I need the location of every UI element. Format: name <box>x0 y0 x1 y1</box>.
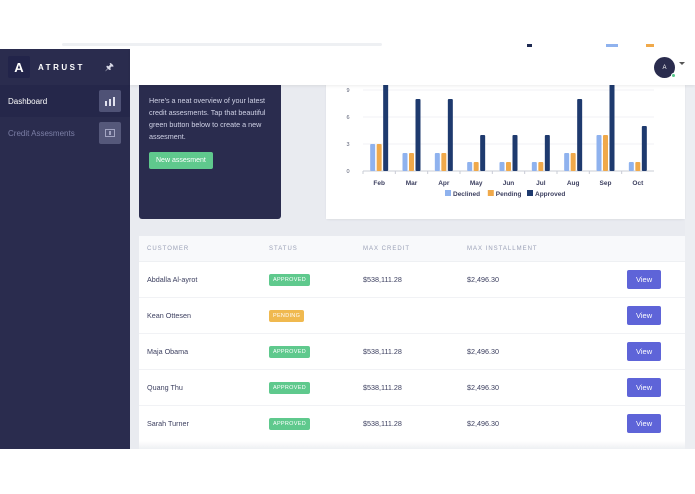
view-button[interactable]: View <box>627 306 662 325</box>
col-header-max-installment: MAX INSTALLMENT <box>467 245 538 252</box>
avatar[interactable]: A <box>654 57 675 78</box>
max-installment: $2,496.30 <box>467 347 499 356</box>
ghost-mark <box>527 44 532 47</box>
svg-text:Approved: Approved <box>535 191 565 198</box>
scrollbar[interactable] <box>685 85 695 449</box>
sidebar-item-dashboard[interactable]: Dashboard <box>0 85 130 117</box>
sidebar: A ATRUST 🖈︎ Dashboard Credit Assesments <box>0 49 130 449</box>
chevron-down-icon[interactable] <box>679 62 685 65</box>
brand-name: ATRUST <box>38 62 85 72</box>
brand[interactable]: A ATRUST 🖈︎ <box>0 49 130 85</box>
svg-text:Mar: Mar <box>406 180 418 187</box>
bar-chart-icon <box>99 90 121 112</box>
table-row: Quang Thu APPROVED $538,111.28 $2,496.30… <box>139 370 685 406</box>
customer-name: Abdalla Al-ayrot <box>147 275 198 284</box>
customer-name: Quang Thu <box>147 383 183 392</box>
new-assesment-button[interactable]: New assesment <box>149 152 213 169</box>
svg-text:3: 3 <box>346 142 349 148</box>
svg-text:Aug: Aug <box>567 180 580 187</box>
max-credit: $538,111.28 <box>363 275 402 284</box>
table-row: Abdalla Al-ayrot APPROVED $538,111.28 $2… <box>139 262 685 298</box>
app: A ATRUST 🖈︎ Dashboard Credit Assesments … <box>0 49 695 449</box>
sidebar-item-label: Dashboard <box>8 96 48 106</box>
customer-name: Maja Obama <box>147 347 189 356</box>
max-credit: $538,111.28 <box>363 347 402 356</box>
status-badge: PENDING <box>269 309 305 322</box>
customer-name: Kean Ottesen <box>147 311 191 320</box>
svg-text:Oct: Oct <box>632 180 644 187</box>
svg-text:May: May <box>470 180 483 187</box>
svg-text:Jun: Jun <box>503 180 515 187</box>
status-badge: APPROVED <box>269 345 310 358</box>
table-row: Sarah Turner APPROVED $538,111.28 $2,496… <box>139 406 685 442</box>
table-row: Kean Ottesen PENDING View <box>139 298 685 334</box>
sidebar-item-label: Credit Assesments <box>8 128 75 138</box>
pin-icon[interactable]: 🖈︎ <box>104 62 114 73</box>
ghost-mark <box>646 44 654 47</box>
svg-text:Declined: Declined <box>453 191 480 198</box>
svg-text:Pending: Pending <box>496 191 522 198</box>
welcome-card: Here's a neat overview of your latest cr… <box>139 69 281 219</box>
status-badge: APPROVED <box>269 417 310 430</box>
svg-text:Feb: Feb <box>373 180 385 187</box>
table-row: Maja Obama APPROVED $538,111.28 $2,496.3… <box>139 334 685 370</box>
status-badge: APPROVED <box>269 381 310 394</box>
welcome-text: Here's a neat overview of your latest cr… <box>149 96 266 141</box>
status-badge: APPROVED <box>269 273 310 286</box>
col-header-customer: CUSTOMER <box>147 245 190 252</box>
view-button[interactable]: View <box>627 342 662 361</box>
max-installment: $2,496.30 <box>467 419 499 428</box>
online-status-dot <box>671 73 676 78</box>
max-installment: $2,496.30 <box>467 275 499 284</box>
max-installment: $2,496.30 <box>467 383 499 392</box>
max-credit: $538,111.28 <box>363 383 402 392</box>
svg-text:6: 6 <box>346 115 349 121</box>
svg-text:Apr: Apr <box>438 180 450 187</box>
chart-card: 0 3 6 9 Feb Mar Apr May Jun Jul Aug Sep Oct Declined P… <box>326 69 685 219</box>
svg-text:0: 0 <box>346 169 349 175</box>
customer-name: Sarah Turner <box>147 419 189 428</box>
view-button[interactable]: View <box>627 414 662 433</box>
col-header-status: STATUS <box>269 245 298 252</box>
svg-text:Jul: Jul <box>536 180 546 187</box>
view-button[interactable]: View <box>627 378 662 397</box>
assessments-table: CUSTOMER STATUS MAX CREDIT MAX INSTALLME… <box>139 236 685 449</box>
ghost-mark <box>606 44 618 47</box>
sidebar-item-credit-assesments[interactable]: Credit Assesments <box>0 117 130 149</box>
bar-chart: 0 3 6 9 Feb Mar Apr May Jun Jul Aug Sep Oct Declined P… <box>326 69 685 219</box>
view-button[interactable]: View <box>627 270 662 289</box>
svg-text:Sep: Sep <box>600 180 612 187</box>
bottom-shade <box>139 441 685 449</box>
ghost-bar <box>62 43 382 46</box>
brand-logo: A <box>8 56 30 78</box>
card-icon <box>99 122 121 144</box>
top-strip <box>0 0 695 49</box>
table-header: CUSTOMER STATUS MAX CREDIT MAX INSTALLME… <box>139 236 685 262</box>
svg-text:9: 9 <box>346 88 349 94</box>
max-credit: $538,111.28 <box>363 419 402 428</box>
top-header: A <box>130 49 695 85</box>
col-header-max-credit: MAX CREDIT <box>363 245 411 252</box>
